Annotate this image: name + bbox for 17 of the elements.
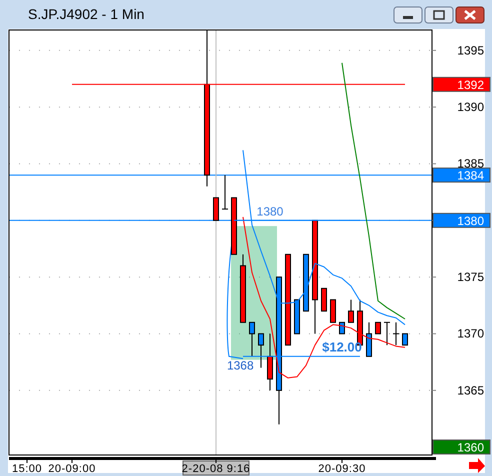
- chart-title: S.JP.J4902 - 1 Min: [28, 6, 144, 22]
- annotation: 1368: [226, 358, 254, 372]
- x-tick-label: 15:00: [12, 463, 42, 475]
- x-tick-label: 20-09:30: [318, 463, 366, 475]
- y-tick-label: 1375: [457, 270, 484, 284]
- ref-line-label: 1384: [457, 168, 484, 183]
- x-tick-label: 2-20-08 9:16: [182, 463, 250, 475]
- text: 1360: [457, 440, 484, 454]
- y-tick-label: 1395: [457, 43, 484, 58]
- x-tick-label: 20-09:00: [48, 463, 96, 475]
- y-tick-label: 1370: [457, 326, 484, 341]
- y-tick-label: 1390: [457, 100, 484, 114]
- ref-line-label: 1380: [256, 204, 284, 218]
- annotation: $12.00: [322, 339, 362, 354]
- y-tick-label: 1385: [457, 156, 484, 171]
- y-tick-label: 1365: [457, 383, 484, 398]
- text: 1392: [457, 78, 484, 92]
